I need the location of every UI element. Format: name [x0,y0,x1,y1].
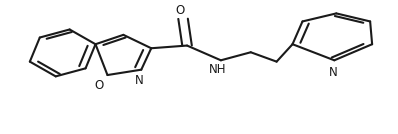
Text: N: N [135,74,144,87]
Text: NH: NH [209,63,227,76]
Text: O: O [94,79,103,92]
Text: N: N [329,66,338,79]
Text: O: O [175,4,185,17]
